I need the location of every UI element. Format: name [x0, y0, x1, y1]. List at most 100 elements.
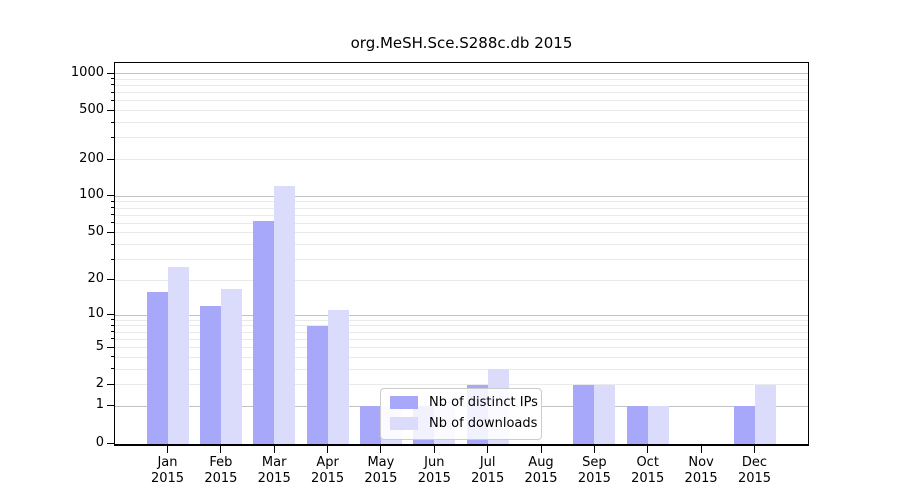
x-tick-month: Jan [157, 455, 178, 470]
x-tick-month: Jul [479, 455, 496, 470]
y-gridline-minor [115, 232, 808, 234]
x-tick-label: Nov 2015 [669, 455, 733, 487]
y-tick-label: 10 [87, 306, 104, 322]
x-tick-year: 2015 [471, 471, 505, 486]
legend-item: Nb of downloads [390, 413, 537, 434]
x-tick-label: Dec 2015 [723, 455, 787, 487]
y-gridline-minor [115, 92, 808, 93]
y-gridline-minor [115, 259, 808, 261]
y-tick-label: 2 [95, 375, 104, 391]
legend-item: Nb of distinct IPs [390, 392, 538, 413]
bar-ips-dec [733, 406, 755, 444]
y-gridline-minor [115, 222, 808, 224]
x-tick-year: 2015 [257, 471, 291, 486]
x-tick-month: Mar [261, 455, 287, 470]
y-tick-minor [111, 338, 115, 340]
x-tick-label: Apr 2015 [296, 455, 360, 487]
legend-label: Nb of downloads [429, 416, 538, 431]
y-tick [107, 314, 115, 316]
y-gridline-minor [115, 122, 808, 123]
y-tick-minor [111, 136, 115, 138]
x-tick [327, 446, 329, 453]
y-tick-minor [111, 214, 115, 216]
x-tick-year: 2015 [524, 471, 558, 486]
bar-ips-feb [199, 306, 221, 444]
x-tick-month: Apr [316, 455, 339, 470]
x-tick-label: Jun 2015 [402, 455, 466, 487]
y-gridline-minor [115, 384, 808, 386]
y-gridline-minor [115, 319, 808, 321]
y-tick [107, 405, 115, 407]
y-gridline-minor [115, 279, 808, 281]
y-tick-minor [111, 383, 115, 385]
x-tick-year: 2015 [364, 471, 398, 486]
x-tick-label: Jul 2015 [456, 455, 520, 487]
plot-area: Nb of distinct IPs Nb of downloads [114, 62, 809, 446]
y-gridline-minor [115, 78, 808, 80]
y-tick-minor [111, 207, 115, 209]
x-tick-month: May [367, 455, 395, 470]
y-tick-minor [111, 243, 115, 245]
bar-ips-apr [306, 325, 328, 444]
bar-downloads-feb [220, 288, 242, 444]
y-tick [107, 195, 115, 197]
y-tick-label: 20 [87, 271, 104, 287]
bar-downloads-oct [647, 406, 669, 444]
legend-swatch-ips [390, 396, 418, 409]
y-tick-label: 200 [79, 150, 104, 166]
y-gridline-major [115, 73, 808, 74]
x-tick-month: Dec [741, 455, 768, 470]
y-tick-minor [111, 324, 115, 326]
x-tick [380, 446, 382, 453]
y-tick-label: 1000 [70, 64, 104, 80]
x-tick-label: Jan 2015 [136, 455, 200, 487]
y-tick-label: 1 [95, 397, 104, 413]
y-tick-minor [111, 109, 115, 111]
y-gridline-minor [115, 137, 808, 139]
y-gridline-minor [115, 214, 808, 216]
y-gridline-minor [115, 207, 808, 209]
x-tick [433, 446, 435, 453]
legend-swatch-downloads [390, 417, 418, 430]
y-gridline-minor [115, 356, 808, 358]
x-tick [593, 446, 595, 453]
bar-downloads-apr [327, 310, 349, 444]
x-tick-month: Jun [424, 455, 445, 470]
y-gridline-minor [115, 325, 808, 327]
x-tick-month: Oct [636, 455, 659, 470]
x-tick-year: 2015 [631, 471, 665, 486]
bar-ips-mar [253, 220, 275, 444]
x-tick [647, 446, 649, 453]
y-tick-minor [111, 99, 115, 101]
x-tick-month: Aug [528, 455, 554, 470]
y-tick-minor [111, 356, 115, 358]
y-gridline-minor [115, 100, 808, 102]
y-tick-minor [111, 331, 115, 333]
y-tick-label: 0 [95, 434, 104, 450]
y-tick-minor [111, 91, 115, 93]
y-gridline-minor [115, 159, 808, 160]
chart-title: org.MeSH.Sce.S288c.db 2015 [350, 34, 573, 52]
x-tick [487, 446, 489, 453]
y-tick [107, 72, 115, 74]
x-tick-year: 2015 [204, 471, 238, 486]
bar-ips-may [359, 406, 381, 444]
x-tick-label: Feb 2015 [189, 455, 253, 487]
y-tick-label: 500 [79, 101, 104, 117]
x-tick [700, 446, 702, 453]
y-gridline-minor [115, 331, 808, 333]
y-tick-minor [111, 222, 115, 224]
x-tick [273, 446, 275, 453]
legend: Nb of distinct IPs Nb of downloads [380, 388, 542, 440]
x-tick-month: Feb [209, 455, 233, 470]
x-tick-label: Sep 2015 [562, 455, 626, 487]
y-tick-minor [111, 346, 115, 348]
x-tick-year: 2015 [417, 471, 451, 486]
y-gridline-minor [115, 110, 808, 111]
y-gridline-major [115, 195, 808, 197]
y-gridline-minor [115, 84, 808, 86]
x-tick [540, 446, 542, 453]
x-tick-year: 2015 [684, 471, 718, 486]
bar-downloads-jan [167, 267, 189, 444]
